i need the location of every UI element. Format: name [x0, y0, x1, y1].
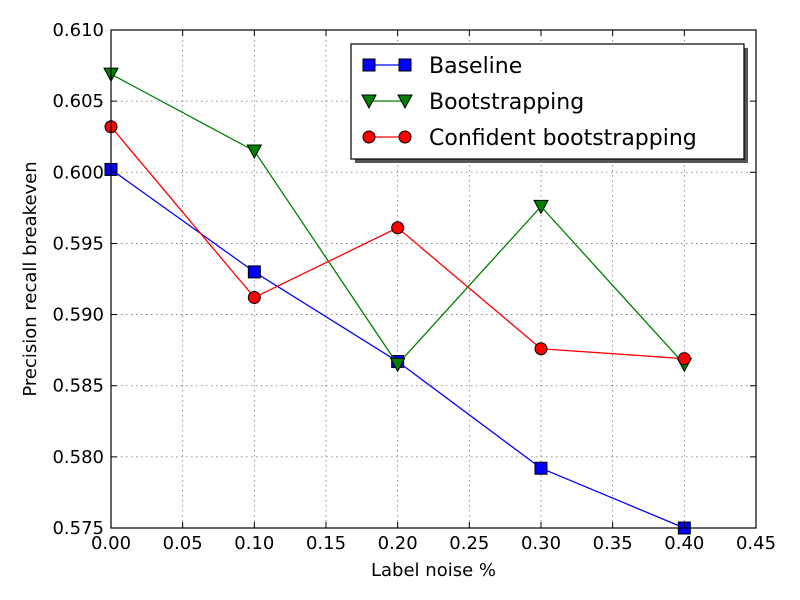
x-tick-label: 0.00 [91, 533, 131, 554]
data-point-confident-bootstrapping [534, 342, 548, 356]
x-tick-label: 0.35 [593, 533, 633, 554]
legend-marker [361, 94, 377, 110]
legend-item-bootstrapping: Bootstrapping [361, 90, 584, 115]
x-tick-label: 0.20 [378, 533, 418, 554]
legend-marker [397, 94, 413, 110]
data-point-confident-bootstrapping [391, 221, 405, 235]
x-axis-label: Label noise % [371, 560, 496, 581]
y-tick-label: 0.580 [52, 447, 104, 468]
ticks: 0.00 0.05 0.10 0.15 0.20 0.25 0.30 0.35 0.40 0.45… [52, 20, 776, 554]
legend-label: Bootstrapping [429, 90, 584, 115]
legend-label: Confident bootstrapping [429, 126, 697, 151]
x-tick-label: 0.40 [664, 533, 704, 554]
x-tick-label: 0.05 [163, 533, 203, 554]
x-tick-label: 0.45 [736, 533, 776, 554]
y-tick-label: 0.600 [52, 162, 104, 183]
data-point-bootstrapping [533, 199, 549, 215]
y-tick-label: 0.605 [52, 91, 104, 112]
data-point-bootstrapping [246, 144, 263, 159]
legend-marker [398, 58, 412, 72]
data-point-baseline [534, 461, 548, 475]
x-tick-label: 0.30 [521, 533, 561, 554]
legend-marker [398, 130, 412, 144]
y-axis-label: Precision recall breakeven [20, 161, 41, 396]
x-tick-label: 0.15 [306, 533, 346, 554]
y-tick-label: 0.595 [52, 233, 104, 254]
legend-box [350, 43, 745, 160]
legend-marker [362, 130, 376, 144]
data-point-confident-bootstrapping [677, 352, 691, 366]
y-tick-label: 0.575 [52, 518, 104, 539]
x-tick-label: 0.25 [449, 533, 489, 554]
y-tick-label: 0.590 [52, 305, 104, 326]
data-point-confident-bootstrapping [247, 290, 261, 304]
x-tick-label: 0.10 [234, 533, 274, 554]
y-tick-label: 0.610 [52, 20, 104, 41]
legend-item-baseline: Baseline [362, 54, 522, 79]
grid [111, 30, 756, 528]
plot-frame [110, 29, 757, 529]
data-point-baseline [247, 265, 261, 279]
data-point-bootstrapping [389, 357, 406, 373]
legend-label: Baseline [429, 54, 522, 79]
series-confident-bootstrapping [104, 120, 691, 366]
legend: Baseline Bootstrapping Confident bootstrap… [350, 43, 748, 163]
legend-marker [362, 58, 376, 72]
y-tick-label: 0.585 [52, 376, 104, 397]
legend-item-confident-bootstrapping: Confident bootstrapping [362, 126, 697, 151]
